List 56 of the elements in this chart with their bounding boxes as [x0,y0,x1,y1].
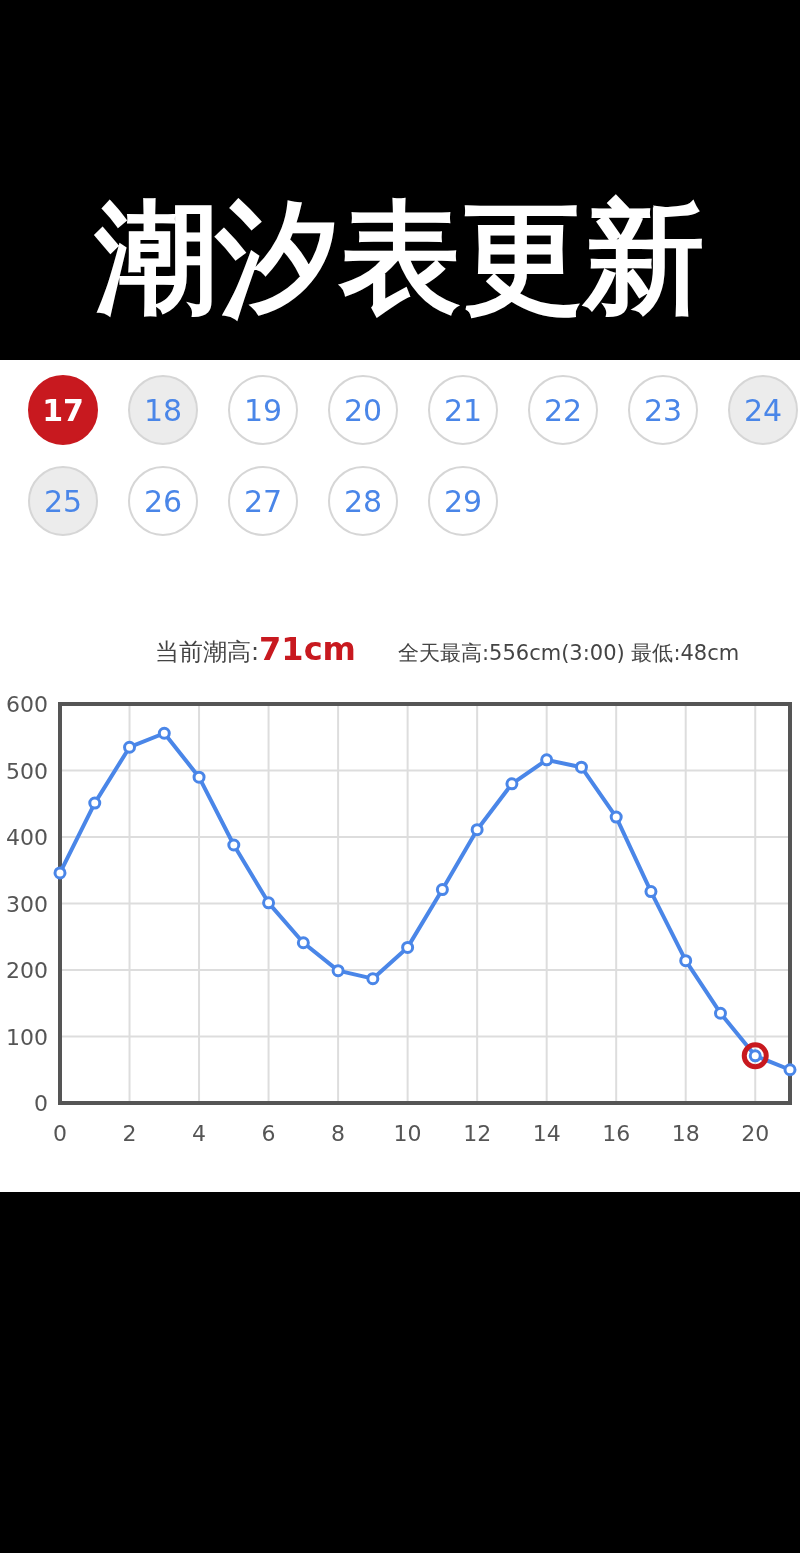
x-tick-label: 16 [602,1121,631,1146]
text: 29 [443,484,483,519]
x-tick-label: 8 [331,1121,346,1146]
x-tick-label: 12 [463,1121,492,1146]
x-tick-label: 6 [261,1121,276,1146]
y-tick-label: 400 [6,825,48,850]
point [783,1063,797,1077]
point [713,1006,727,1020]
text: 17 [42,393,84,428]
x-tick-label: 4 [192,1121,207,1146]
chart-title: 潮汐表更新 [93,187,705,329]
point [123,740,137,754]
point [505,777,519,791]
point [609,810,623,824]
text: 27 [243,484,283,519]
text: 20 [343,393,383,428]
x-tick-label: 14 [532,1121,561,1146]
point [262,896,276,910]
point [366,972,380,986]
x-tick-label: 2 [122,1121,137,1146]
x-tick-label: 0 [53,1121,67,1146]
point [401,940,415,954]
point [741,1042,769,1070]
text: 25 [43,484,83,519]
point [88,796,102,810]
x-tick-label: 18 [671,1121,700,1146]
text: 全天最高:556cm(3:00) 最低:48cm [398,641,740,665]
text: 当前潮高:71cm [155,630,356,668]
y-tick-label: 500 [6,758,48,784]
y-tick-label: 600 [6,692,48,717]
point [644,885,658,899]
text: 21 [443,393,483,428]
point [53,866,67,880]
point [331,964,345,978]
point [574,760,588,774]
y-tick-label: 200 [6,958,48,983]
point [540,753,554,767]
point [157,726,171,740]
point [192,770,206,784]
text: 28 [343,484,383,519]
text: 22 [543,393,583,428]
text: 26 [143,484,183,519]
y-tick-label: 300 [6,891,48,917]
y-tick-label: 0 [34,1091,48,1116]
x-tick-label: 20 [741,1121,770,1146]
x-tick-label: 10 [393,1121,422,1146]
point [470,823,484,837]
point [679,954,693,968]
point [435,883,449,897]
text: 24 [743,393,783,428]
text: 18 [143,393,183,428]
text: 23 [643,393,683,428]
y-tick-label: 100 [6,1024,48,1050]
text: 19 [243,393,283,428]
point [227,838,241,852]
point [296,936,310,950]
